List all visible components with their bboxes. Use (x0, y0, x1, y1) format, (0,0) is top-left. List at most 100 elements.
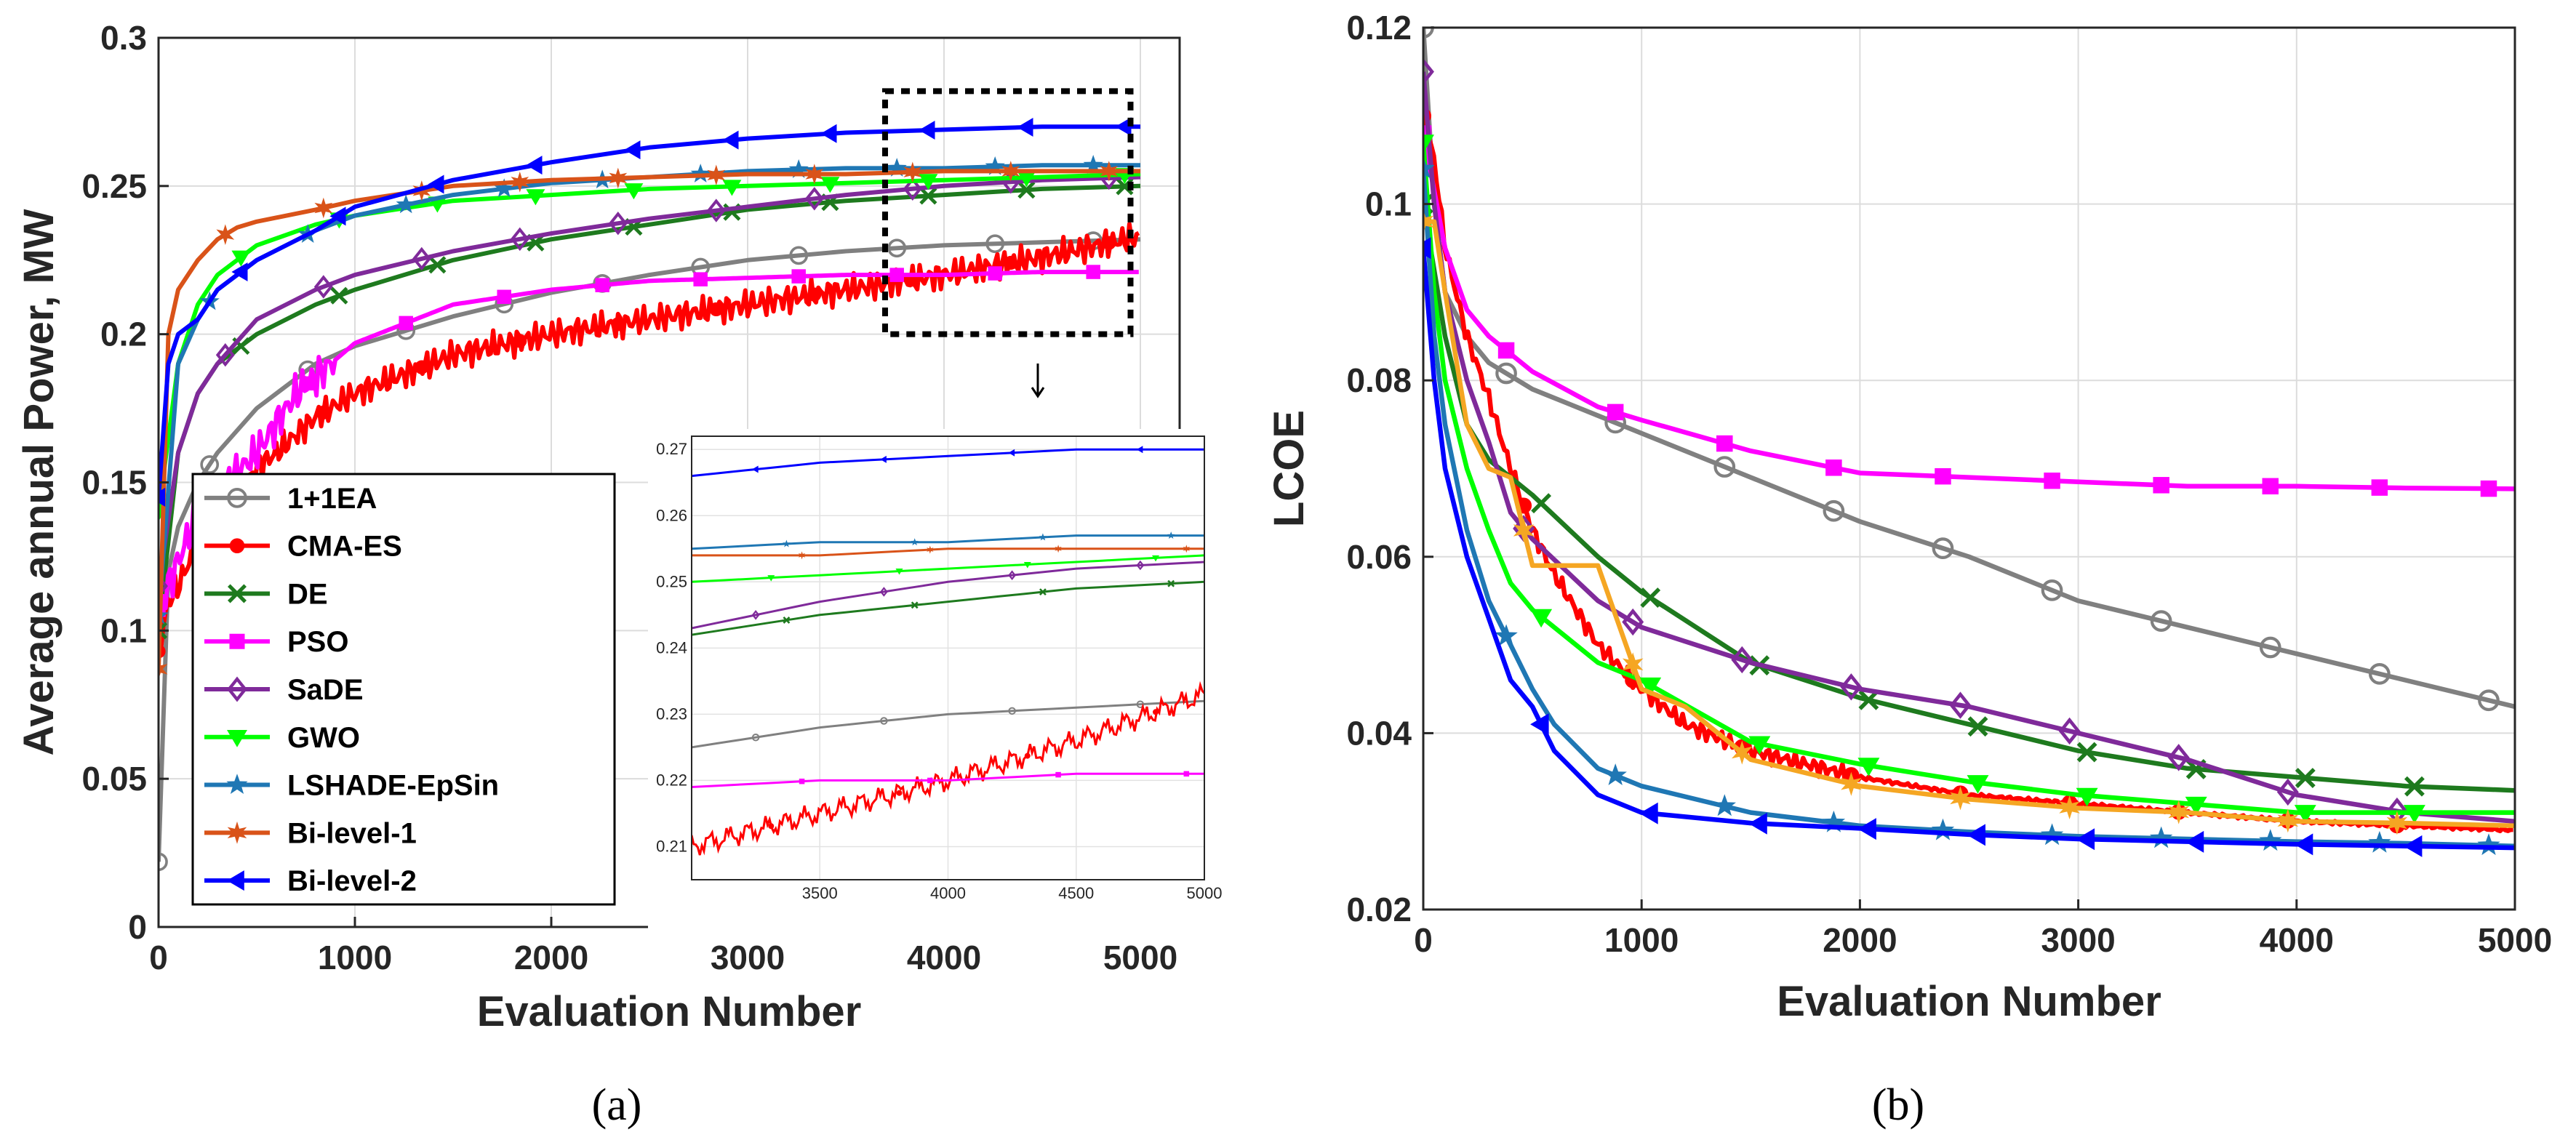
panel-label-a: (a) (592, 1080, 642, 1130)
data-marker (215, 342, 235, 367)
data-marker (887, 238, 907, 258)
inset-marker (1167, 531, 1175, 539)
data-marker (428, 256, 447, 274)
data-marker-shape (2168, 800, 2189, 824)
data-marker (2403, 805, 2425, 824)
inset-marker (1183, 545, 1191, 553)
inset-series-line (692, 547, 1204, 557)
data-marker (2259, 636, 2281, 659)
inset-marker-shape (783, 539, 791, 547)
data-marker-shape (1083, 155, 1103, 174)
data-marker-shape (624, 140, 641, 160)
data-marker (2369, 663, 2391, 685)
data-marker (412, 246, 431, 271)
series-line-sade (159, 174, 1141, 587)
data-marker (2058, 717, 2081, 745)
y-tick-label: 0.25 (81, 167, 147, 205)
legend-label: Bi-level-2 (287, 865, 417, 897)
legend-label: CMA-ES (287, 531, 402, 563)
data-marker-shape (1748, 736, 1771, 755)
data-marker (2368, 830, 2391, 853)
data-marker-shape (1949, 691, 1972, 719)
data-marker-shape (1017, 171, 1036, 188)
data-marker (1841, 771, 1862, 796)
y-tick-label: 0.2 (100, 316, 147, 353)
inset-series-group (692, 446, 1204, 856)
data-marker-shape (985, 234, 1005, 254)
inset-chart: 3500 4000 4500 5000 0.21 0.22 0.23 0.24 0.25 0.26… (648, 429, 1222, 931)
data-marker-shape (1497, 342, 1515, 359)
data-marker-shape (415, 360, 429, 374)
x-tick-label: 2000 (1823, 921, 1897, 959)
data-marker-shape (608, 211, 628, 236)
inset-y-tick-label: 0.24 (656, 638, 687, 657)
data-marker-shape (313, 275, 333, 299)
data-marker (1950, 786, 1971, 811)
data-marker (1823, 499, 1845, 522)
data-marker-shape (903, 177, 922, 201)
data-marker-shape (2041, 579, 2063, 601)
data-marker-start (1423, 237, 1431, 260)
data-marker (526, 156, 543, 175)
data-marker-shape (1639, 677, 1662, 697)
data-marker-shape (2386, 811, 2408, 835)
data-marker-shape (1731, 646, 1753, 674)
data-marker-shape (1495, 624, 1518, 646)
data-marker (428, 174, 444, 194)
data-marker-shape (2294, 833, 2313, 856)
data-marker-shape (709, 302, 724, 317)
x-tick-label: 1000 (1604, 921, 1679, 959)
data-marker (513, 334, 527, 348)
series-line-bi-level-1 (1423, 219, 2515, 829)
data-marker-shape (820, 177, 840, 193)
data-marker-shape (820, 124, 837, 143)
data-marker (1017, 117, 1033, 137)
legend: 1+1EA CMA-ES DE PSO SaDE GWO LSHADE-EpSin Bi-le… (191, 473, 616, 906)
inset-marker-shape (1008, 570, 1017, 580)
data-marker-start (1423, 209, 1434, 234)
x-tick-label: 5000 (2478, 921, 2552, 959)
data-marker-shape (1935, 467, 1951, 485)
data-marker-shape (1017, 117, 1033, 137)
data-marker (1858, 689, 1879, 710)
legend-label: LSHADE-EpSin (287, 770, 499, 802)
data-marker-shape (791, 269, 806, 284)
inset-series-line (692, 448, 1204, 478)
data-marker-shape (1822, 810, 1846, 832)
data-marker (1001, 161, 1020, 182)
legend-marker-shape (227, 729, 247, 747)
data-marker-shape (1967, 775, 1989, 794)
data-marker-shape (428, 256, 447, 274)
inset-marker-shape (1153, 709, 1159, 715)
inset-marker-shape (1167, 579, 1175, 587)
x-tick-label: 2000 (514, 939, 588, 976)
data-marker (1857, 818, 1876, 840)
legend-item-bi-level-2: Bi-level-2 (204, 865, 417, 897)
data-marker-shape (300, 376, 315, 391)
inset-series-line (692, 554, 1204, 583)
inset-marker (1023, 561, 1031, 569)
data-marker (1116, 177, 1134, 196)
inset-marker-shape (1183, 545, 1191, 553)
data-marker-shape (2368, 830, 2391, 853)
zoom-box (882, 88, 1134, 337)
x-tick-label: 0 (1414, 921, 1433, 959)
data-marker-shape (1841, 771, 1862, 796)
inset-marker (911, 538, 919, 546)
data-marker-shape (2150, 610, 2172, 632)
data-marker-shape (2076, 742, 2097, 763)
x-tick-label: 4000 (907, 939, 981, 976)
y-tick-label: 0.1 (1365, 185, 1412, 223)
data-marker-shape (1640, 587, 1661, 609)
inset-marker (768, 823, 775, 830)
data-marker-shape (1858, 689, 1879, 710)
data-marker-shape (511, 172, 529, 193)
data-marker-start (159, 852, 168, 872)
legend-marker (226, 774, 248, 794)
series-line-1-1ea (1423, 27, 2515, 710)
inset-marker-shape (1136, 560, 1145, 571)
data-marker (1731, 646, 1753, 674)
inset-marker-shape (927, 545, 934, 554)
data-marker-shape (1531, 493, 1552, 514)
data-marker-shape (919, 174, 938, 190)
